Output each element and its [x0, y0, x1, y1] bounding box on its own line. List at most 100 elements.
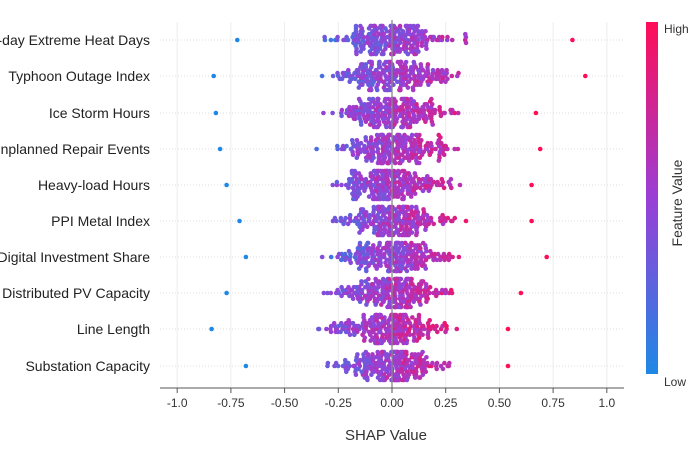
shap-point	[362, 260, 368, 266]
shap-point	[376, 279, 382, 284]
shap-point	[448, 107, 453, 113]
shap-point	[419, 263, 425, 269]
shap-point	[378, 263, 383, 269]
shap-point	[335, 329, 341, 335]
shap-point	[345, 360, 351, 366]
shap-point	[349, 138, 355, 143]
shap-point	[358, 140, 364, 146]
shap-point	[432, 251, 438, 257]
shap-point	[424, 355, 429, 360]
feature-label: Substation Capacity	[25, 358, 150, 374]
shap-point	[385, 268, 391, 274]
shap-point	[351, 116, 357, 122]
x-tick-label: -0.25	[325, 396, 353, 410]
shap-point	[342, 251, 348, 257]
shap-point	[390, 246, 396, 251]
shap-point	[403, 320, 409, 326]
shap-point	[330, 73, 336, 79]
shap-point	[455, 110, 461, 116]
shap-point	[383, 207, 388, 212]
points-layer	[209, 23, 588, 383]
shap-point	[356, 366, 361, 372]
shap-point	[384, 352, 390, 357]
shap-point	[412, 138, 417, 143]
shap-point	[410, 248, 416, 254]
feature-labels: 90-day Extreme Heat Days Typhoon Outage I…	[0, 32, 150, 374]
shap-point	[448, 176, 454, 182]
shap-point	[365, 102, 371, 107]
shap-point	[343, 329, 349, 335]
shap-point	[437, 215, 443, 221]
shap-point	[402, 132, 407, 138]
shap-point	[537, 146, 543, 152]
shap-point	[405, 191, 411, 196]
shap-point	[395, 377, 401, 383]
colorbar-low-label: Low	[664, 375, 686, 389]
shap-point	[431, 34, 437, 40]
shap-point	[380, 79, 386, 85]
shap-point	[414, 338, 420, 343]
feature-label: Heavy-load Hours	[38, 177, 150, 193]
shap-point	[437, 257, 443, 263]
shap-point	[414, 102, 419, 107]
shap-point	[335, 287, 340, 293]
shap-point	[378, 102, 383, 107]
shap-point	[380, 132, 386, 138]
shap-point	[518, 290, 524, 296]
shap-point	[399, 240, 405, 246]
shap-point	[416, 312, 422, 318]
shap-point	[339, 182, 344, 188]
shap-point	[342, 257, 348, 263]
shap-point	[424, 299, 429, 305]
shap-point	[413, 204, 419, 210]
shap-point	[533, 110, 539, 116]
shap-point	[404, 155, 409, 160]
feature-label: PPI Metal Index	[51, 213, 150, 229]
shap-point	[369, 315, 375, 320]
shap-point	[414, 257, 419, 263]
shap-point	[413, 318, 419, 323]
shap-point	[404, 304, 410, 310]
shap-point	[392, 304, 398, 310]
shap-point	[397, 312, 403, 318]
colorbar-gradient	[646, 22, 658, 374]
shap-point	[410, 87, 416, 93]
shap-point	[398, 338, 404, 343]
shap-point	[505, 363, 511, 369]
shap-point	[435, 179, 440, 185]
shap-point	[424, 212, 430, 218]
shap-point	[421, 149, 427, 155]
x-tick-label: 0.50	[488, 396, 512, 410]
x-tick-label: 1.0	[598, 396, 615, 410]
colorbar-high-label: High	[664, 22, 689, 36]
shap-point	[411, 59, 417, 65]
shap-point	[339, 107, 345, 113]
shap-point	[412, 210, 418, 215]
shap-point	[410, 315, 415, 320]
shap-point	[433, 287, 439, 293]
shap-point	[396, 204, 402, 210]
shap-point	[401, 82, 406, 87]
shap-point	[414, 132, 419, 138]
shap-point	[386, 132, 391, 138]
shap-point	[213, 110, 219, 116]
shap-point	[424, 102, 430, 107]
shap-point	[375, 349, 381, 355]
shap-point	[408, 23, 414, 29]
axis-layer: -1.0 -0.75 -0.50 -0.25 0.00 0.25 0.50 0.75 1.0	[160, 20, 624, 410]
shap-point	[377, 59, 382, 65]
shap-point	[363, 62, 369, 67]
shap-point	[339, 293, 344, 299]
shap-point	[346, 248, 352, 254]
shap-point	[367, 296, 373, 302]
shap-point	[412, 191, 418, 196]
shap-point	[434, 257, 440, 263]
shap-point	[419, 113, 425, 119]
shap-point	[445, 215, 451, 221]
feature-label: Typhoon Outage Index	[8, 68, 150, 84]
shap-point	[368, 135, 374, 140]
shap-point	[417, 185, 423, 191]
shap-point	[435, 67, 441, 73]
shap-point	[349, 168, 355, 174]
feature-label: Unplanned Repair Events	[0, 141, 150, 157]
